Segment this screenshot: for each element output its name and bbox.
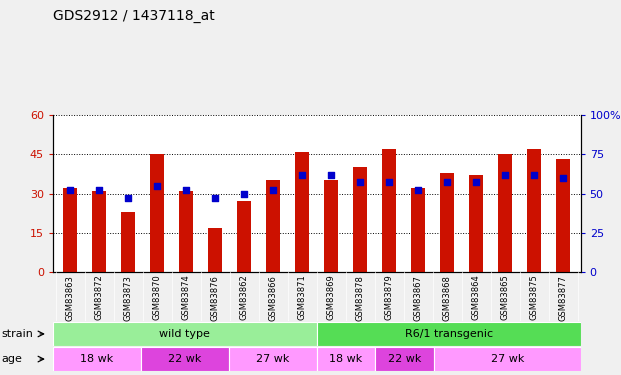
Text: 18 wk: 18 wk	[329, 354, 363, 364]
Bar	[121, 212, 135, 272]
Text: GSM83866: GSM83866	[269, 274, 278, 321]
Bar	[375, 347, 434, 371]
Bar	[317, 347, 375, 371]
Text: GSM83873: GSM83873	[124, 274, 133, 321]
Text: 22 wk: 22 wk	[388, 354, 422, 364]
Point	[65, 188, 75, 194]
Bar	[237, 201, 252, 272]
Bar	[150, 154, 165, 272]
Point	[297, 172, 307, 178]
Text: GSM83867: GSM83867	[414, 274, 423, 321]
Text: GSM83875: GSM83875	[530, 274, 539, 320]
Text: 22 wk: 22 wk	[168, 354, 201, 364]
Text: 18 wk: 18 wk	[80, 354, 114, 364]
Bar	[208, 228, 222, 272]
Text: GSM83876: GSM83876	[211, 274, 220, 321]
Bar	[469, 175, 484, 272]
Point	[384, 180, 394, 186]
Text: age: age	[1, 354, 22, 364]
Text: GSM83863: GSM83863	[66, 274, 75, 321]
Point	[326, 172, 336, 178]
Bar	[353, 167, 368, 272]
Point	[558, 175, 568, 181]
Bar	[266, 180, 281, 272]
Bar	[434, 347, 581, 371]
Bar	[440, 172, 455, 272]
Bar	[179, 191, 194, 272]
Point	[239, 190, 249, 196]
Text: GSM83877: GSM83877	[559, 274, 568, 321]
Text: GSM83864: GSM83864	[472, 274, 481, 320]
Bar	[527, 149, 542, 272]
Text: GSM83865: GSM83865	[501, 274, 510, 320]
Bar	[382, 149, 396, 272]
Text: 27 wk: 27 wk	[491, 354, 524, 364]
Text: GSM83878: GSM83878	[356, 274, 365, 321]
Bar	[229, 347, 317, 371]
Point	[181, 188, 191, 194]
Text: GSM83870: GSM83870	[153, 274, 161, 320]
Text: 27 wk: 27 wk	[256, 354, 289, 364]
Bar	[63, 188, 78, 272]
Text: R6/1 transgenic: R6/1 transgenic	[405, 329, 492, 339]
Text: GSM83872: GSM83872	[94, 274, 104, 320]
Text: wild type: wild type	[160, 329, 210, 339]
Text: GSM83868: GSM83868	[443, 274, 451, 321]
Bar	[92, 191, 106, 272]
Text: GSM83871: GSM83871	[297, 274, 307, 320]
Bar	[317, 322, 581, 346]
Point	[152, 183, 162, 189]
Point	[123, 195, 133, 201]
Text: GSM83879: GSM83879	[385, 274, 394, 320]
Point	[94, 188, 104, 194]
Point	[471, 180, 481, 186]
Bar	[295, 152, 309, 272]
Bar	[556, 159, 571, 272]
Text: strain: strain	[1, 329, 33, 339]
Text: GSM83862: GSM83862	[240, 274, 248, 320]
Text: GSM83869: GSM83869	[327, 274, 336, 320]
Text: GDS2912 / 1437118_at: GDS2912 / 1437118_at	[53, 9, 214, 23]
Bar	[141, 347, 229, 371]
Text: GSM83874: GSM83874	[182, 274, 191, 320]
Point	[211, 195, 220, 201]
Point	[529, 172, 539, 178]
Point	[268, 188, 278, 194]
Bar	[411, 188, 425, 272]
Bar	[53, 347, 141, 371]
Bar	[324, 180, 338, 272]
Bar	[498, 154, 512, 272]
Point	[442, 180, 452, 186]
Point	[355, 180, 365, 186]
Point	[413, 188, 423, 194]
Bar	[53, 322, 317, 346]
Point	[501, 172, 510, 178]
